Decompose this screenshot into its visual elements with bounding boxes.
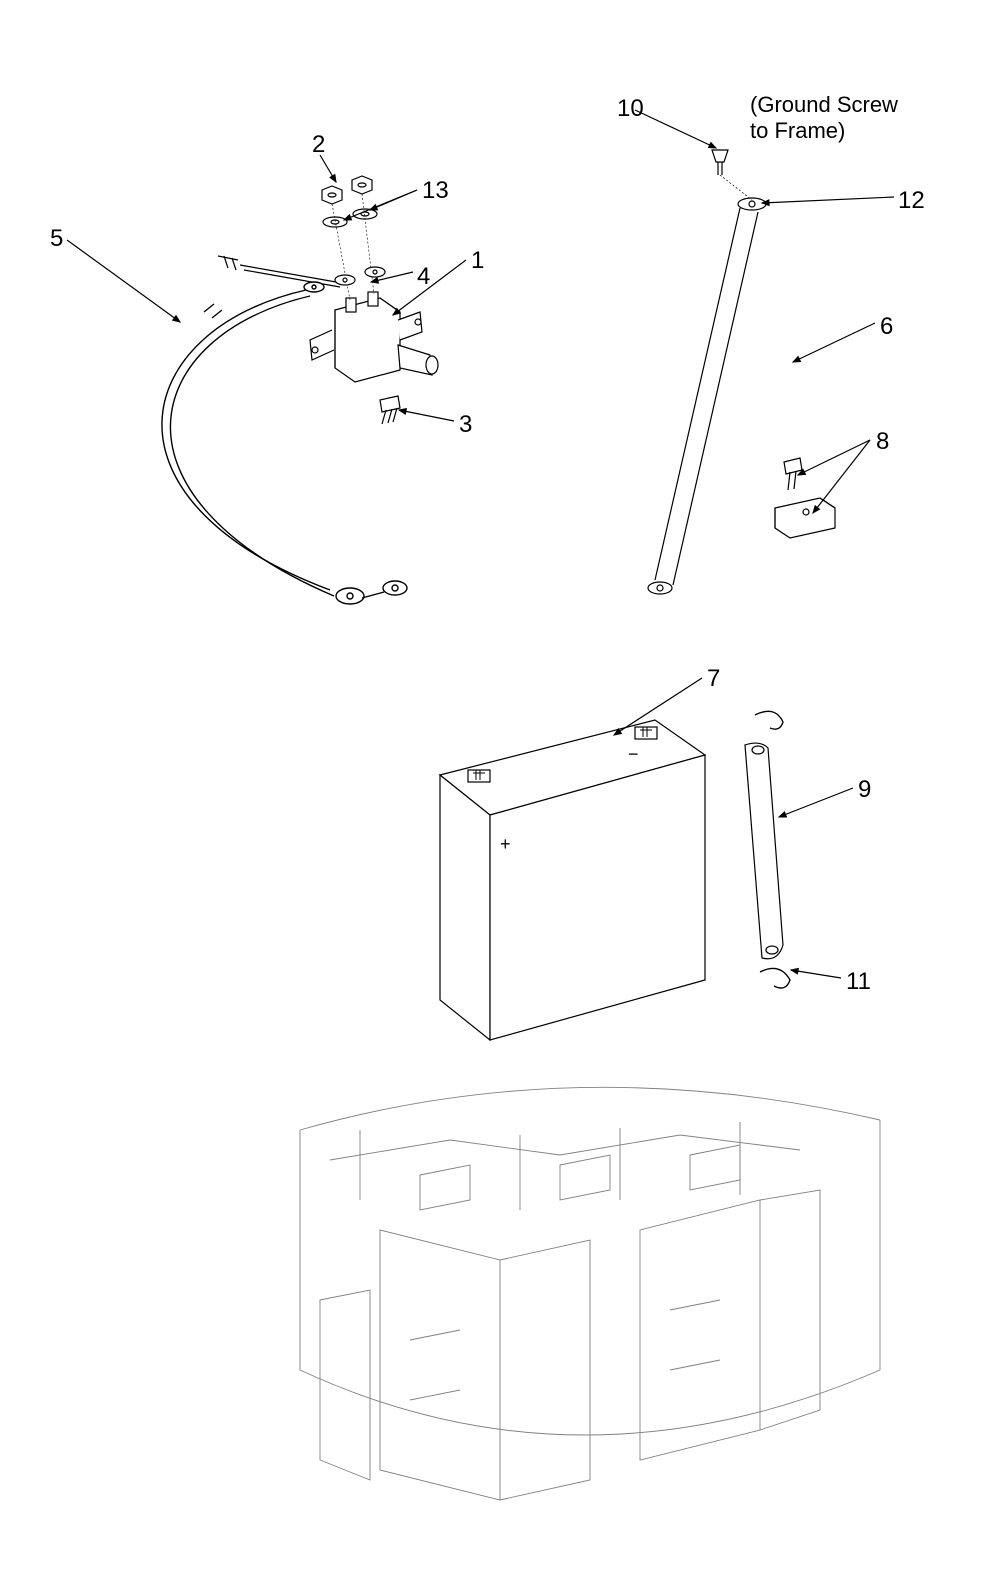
bolt-3-part (380, 396, 400, 424)
callout-label-11: 11 (846, 968, 871, 996)
svg-text:+: + (500, 834, 511, 854)
callout-label-10: 10 (617, 95, 644, 123)
callout-label-5: 5 (50, 225, 63, 253)
callout-label-4: 4 (417, 263, 430, 291)
svg-text:−: − (628, 744, 639, 764)
callout-label-2: 2 (312, 131, 325, 159)
callout-label-9: 9 (858, 776, 871, 804)
callout-label-8: 8 (876, 428, 889, 456)
callout-label-7: 7 (707, 665, 720, 693)
callout-label-12: 12 (898, 187, 925, 215)
battery-part: + − (440, 720, 705, 1040)
solenoid-part (310, 292, 438, 382)
callout-label-1: 1 (471, 247, 484, 275)
strap-part (745, 743, 783, 959)
clamp-8-part (775, 458, 835, 538)
parts-diagram: + − (0, 0, 994, 1582)
cable-4-part (218, 256, 385, 287)
callout-label-13: 13 (422, 177, 449, 205)
callout-label-6: 6 (880, 313, 893, 341)
ground-screw-part (712, 150, 752, 200)
ground-cable-part (648, 198, 766, 594)
callout-label-3: 3 (459, 411, 472, 439)
annotation-text-span: (Ground Screwto Frame) (750, 92, 898, 143)
diagram-svg: + − (0, 0, 994, 1582)
nuts-2-part (322, 176, 372, 204)
battery-tray-phantom (300, 1087, 880, 1500)
ground-screw-annotation: (Ground Screwto Frame) (750, 92, 898, 145)
